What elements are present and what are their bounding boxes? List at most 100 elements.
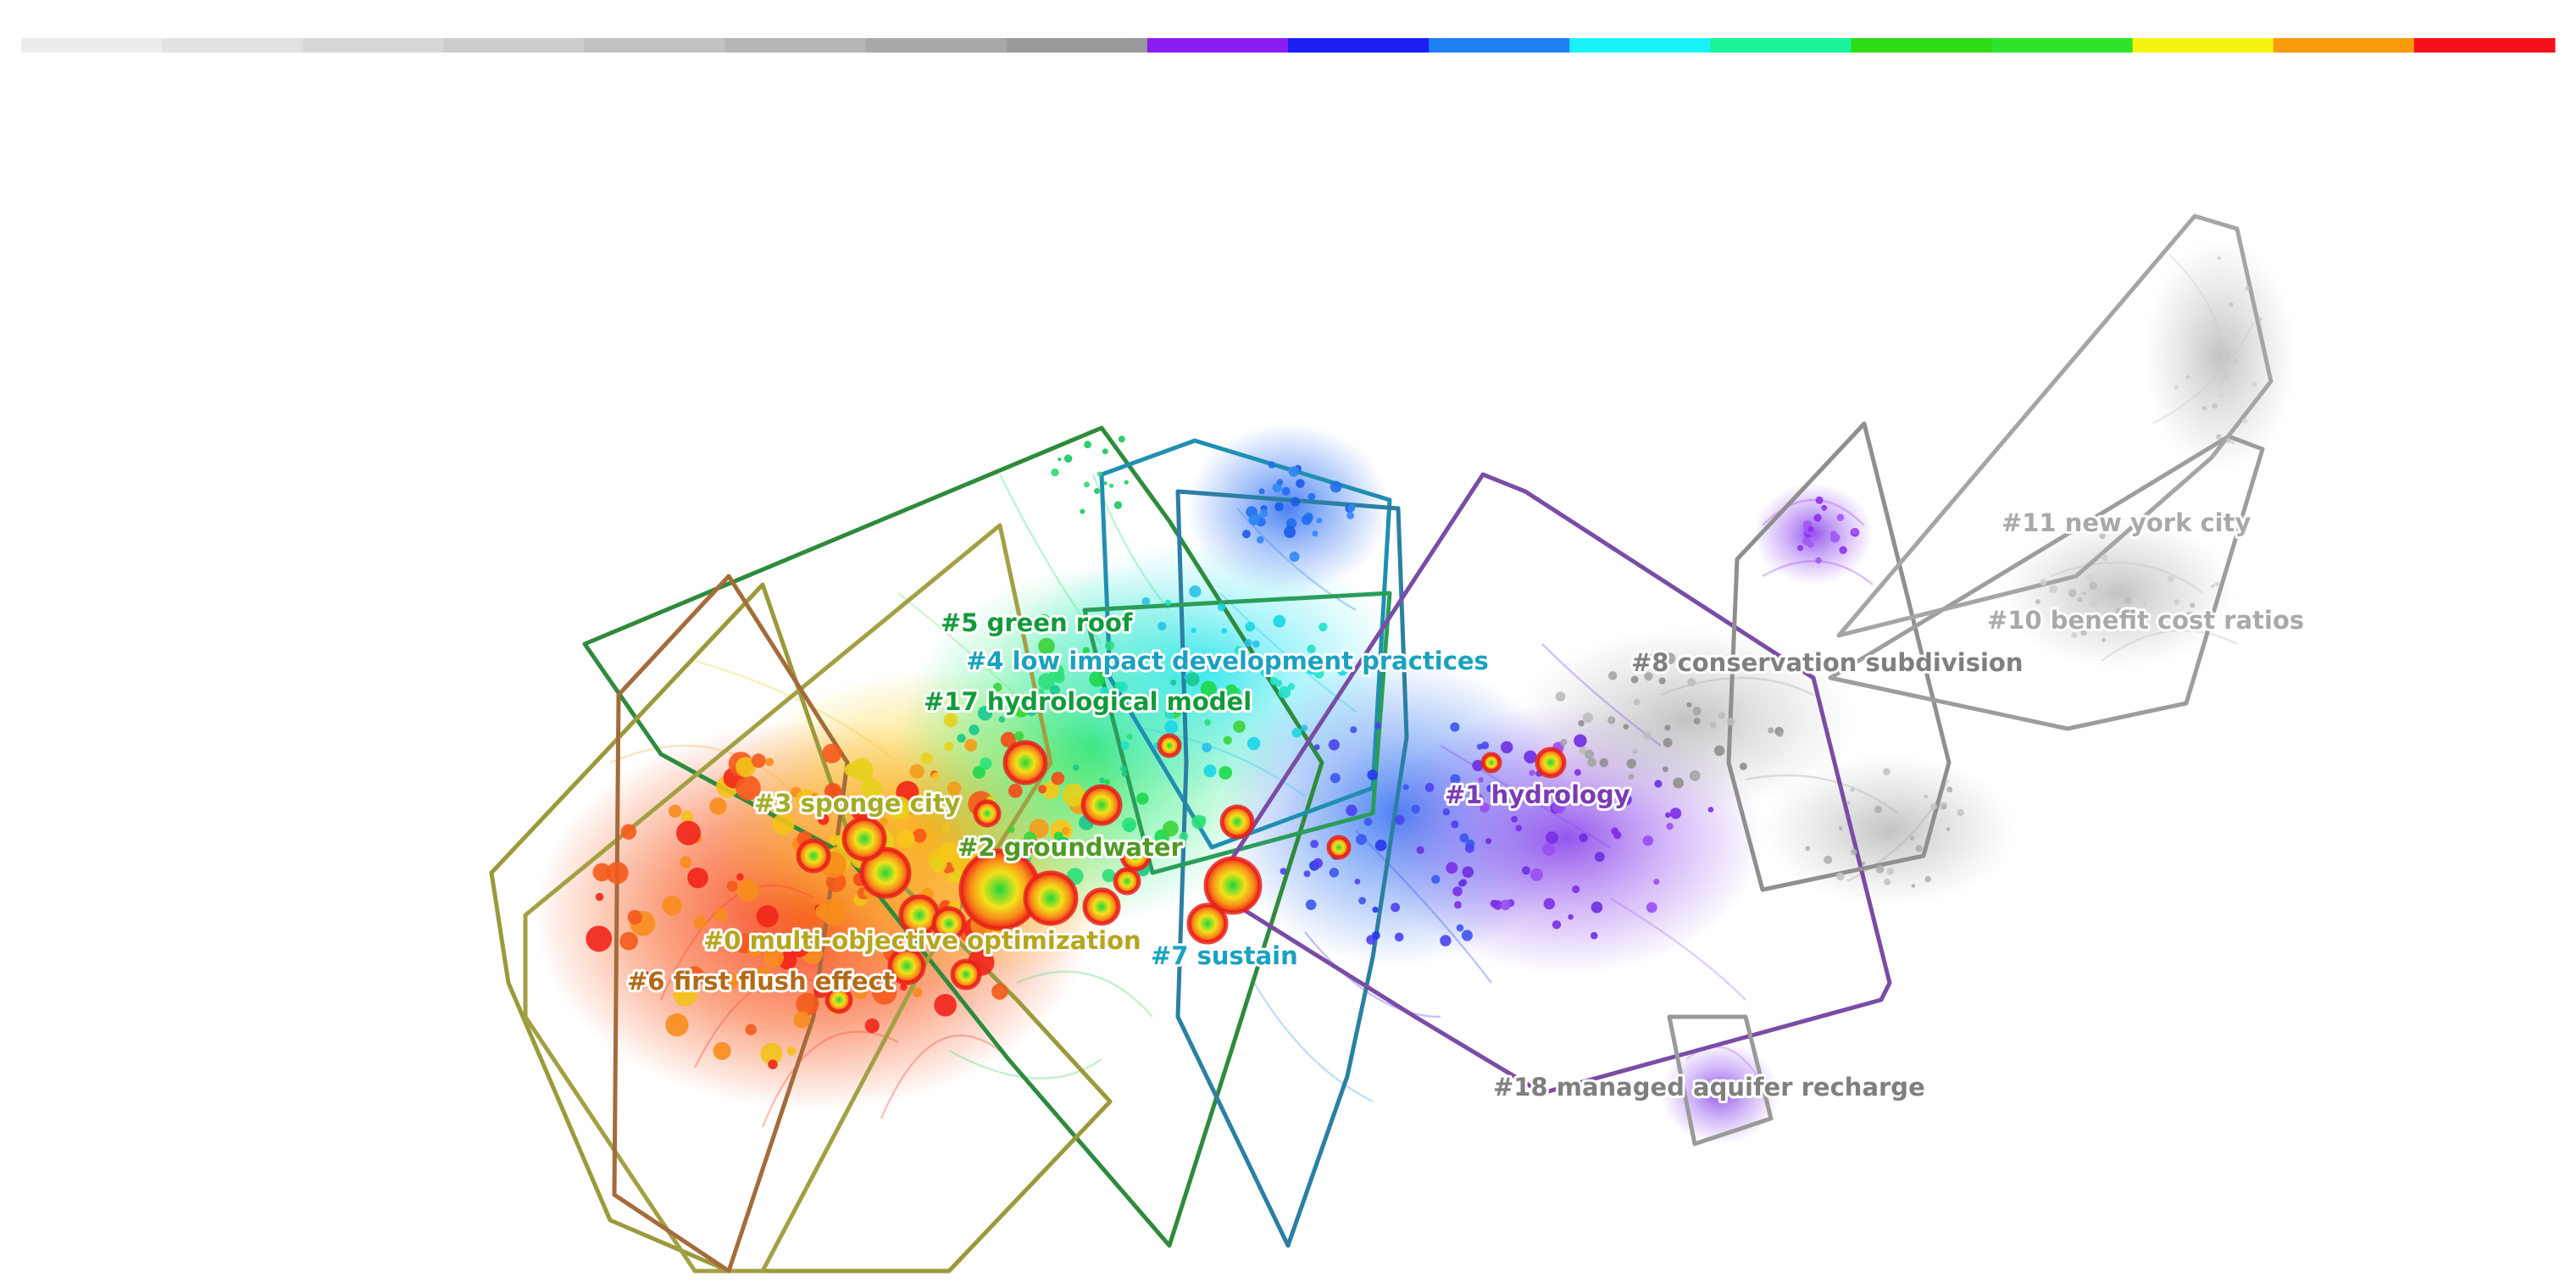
network-node	[1568, 913, 1574, 920]
network-node	[1574, 769, 1581, 776]
burst-node	[1326, 835, 1352, 860]
network-node	[2049, 585, 2058, 594]
network-node	[1197, 703, 1203, 709]
network-node	[772, 813, 795, 835]
network-node	[2231, 441, 2235, 445]
network-node	[1875, 864, 1885, 874]
network-node	[2174, 384, 2179, 390]
network-node	[1579, 833, 1588, 842]
network-node	[1164, 709, 1174, 719]
network-node	[1291, 727, 1302, 738]
network-node	[1223, 735, 1232, 745]
network-node	[1599, 758, 1609, 768]
network-node	[680, 856, 692, 869]
network-node	[2218, 392, 2224, 398]
network-node	[1312, 530, 1319, 537]
network-node	[1478, 777, 1484, 783]
network-node	[760, 1042, 783, 1065]
network-node	[1041, 781, 1060, 799]
timeline-segment	[162, 38, 303, 53]
network-node	[2099, 532, 2106, 540]
network-node	[1555, 691, 1566, 702]
cluster-label-3: #3 sponge city	[754, 789, 961, 818]
timeline-segment	[1569, 38, 1711, 53]
network-node	[1885, 836, 1890, 841]
network-node	[1234, 646, 1243, 655]
network-node	[1202, 742, 1212, 752]
network-node	[1313, 857, 1324, 869]
network-node	[726, 880, 738, 892]
network-density-layer	[534, 237, 2296, 1144]
network-node	[1268, 461, 1276, 469]
network-node	[1924, 794, 1929, 799]
network-node	[964, 739, 978, 752]
network-node	[1619, 793, 1632, 806]
network-node	[2201, 406, 2207, 411]
network-node	[1459, 879, 1468, 886]
network-node	[1013, 702, 1030, 718]
network-node	[1470, 792, 1484, 807]
network-node	[2224, 374, 2229, 379]
hull-cluster-5	[582, 425, 1324, 1248]
network-node	[1197, 815, 1207, 824]
network-node	[1347, 503, 1356, 513]
network-node	[1930, 803, 1937, 810]
burst-node	[1480, 752, 1502, 774]
network-node	[1529, 769, 1535, 776]
network-node	[1453, 901, 1462, 909]
cluster-label-4: #4 low impact development practices	[966, 647, 1489, 675]
network-node	[1113, 501, 1123, 509]
network-node	[669, 804, 682, 818]
network-node	[1358, 896, 1367, 905]
network-node	[1363, 818, 1373, 826]
network-node	[1883, 768, 1890, 776]
network-node	[1839, 546, 1847, 554]
network-node	[1285, 518, 1297, 529]
network-node	[1158, 621, 1167, 631]
network-node	[1224, 684, 1238, 697]
hull-cluster-7	[1175, 489, 1409, 1248]
network-node	[1008, 826, 1015, 833]
network-node	[721, 972, 739, 990]
network-node	[1204, 719, 1211, 726]
network-node	[1886, 868, 1894, 875]
network-node	[1259, 508, 1269, 518]
network-node	[1582, 713, 1594, 724]
timeline-segment	[865, 38, 1008, 53]
network-node	[1924, 876, 1931, 883]
timeline-segment	[1006, 38, 1148, 53]
network-node	[913, 987, 923, 997]
network-node	[1824, 855, 1833, 864]
network-node	[2101, 638, 2106, 642]
network-node	[1909, 835, 1914, 841]
network-node	[687, 867, 708, 889]
network-node	[2080, 629, 2087, 636]
network-node	[817, 813, 830, 825]
hull-cluster-18	[1667, 1014, 1774, 1146]
network-node	[813, 984, 828, 998]
network-node	[586, 925, 613, 952]
hull-cluster-3	[523, 523, 1053, 1274]
network-node	[1350, 726, 1357, 734]
network-node	[934, 994, 957, 1017]
network-node	[665, 1013, 689, 1037]
network-node	[1546, 831, 1558, 845]
network-node	[1258, 488, 1265, 495]
network-node	[1608, 671, 1618, 680]
network-node	[896, 830, 915, 848]
network-node	[1687, 678, 1696, 686]
network-node	[856, 983, 868, 994]
network-node	[713, 1041, 731, 1060]
timeline-segment	[1146, 38, 1289, 53]
network-node	[815, 903, 832, 920]
network-node	[736, 757, 756, 778]
cluster-label-11: #11 new york city	[2001, 508, 2251, 537]
network-node	[1346, 512, 1354, 519]
network-node	[1560, 739, 1568, 746]
network-node	[931, 772, 940, 780]
cluster-hulls	[489, 214, 2273, 1274]
network-node	[1511, 815, 1518, 823]
network-node	[2225, 352, 2232, 360]
network-node	[1136, 792, 1149, 805]
